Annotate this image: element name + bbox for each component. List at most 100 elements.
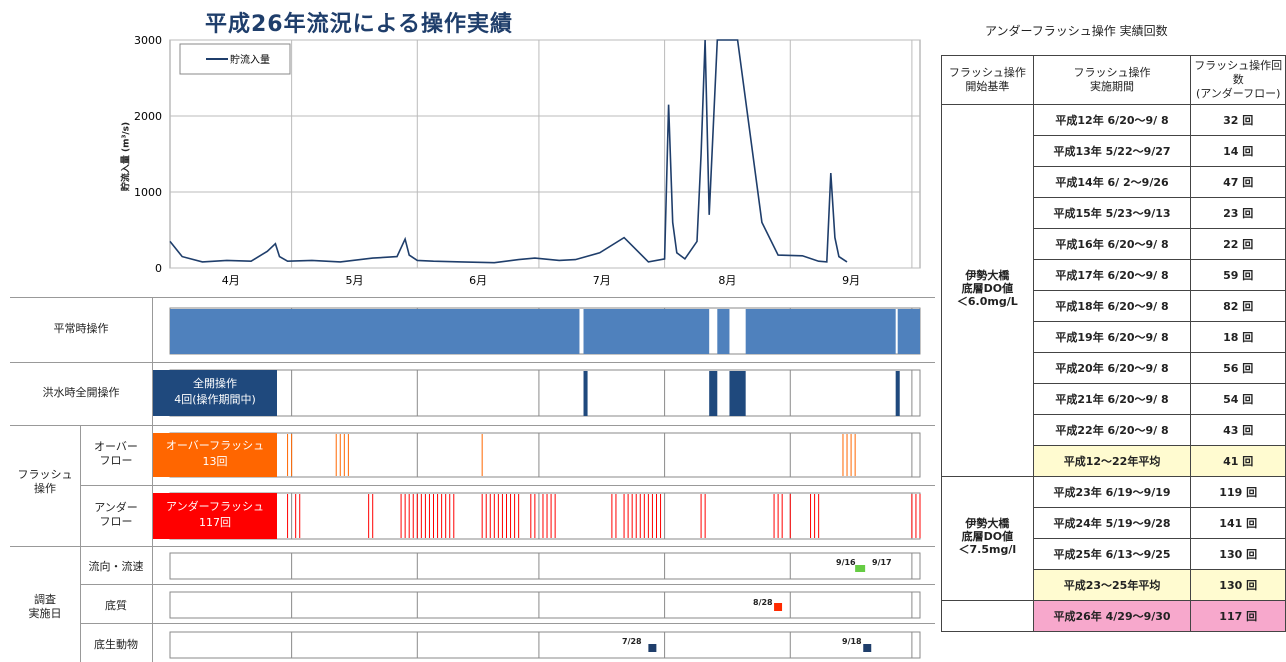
lane-label-sediment: 底質 [105, 599, 127, 612]
period-cell: 平成24年 5/19～9/28 [1032, 507, 1192, 539]
y-tick-label: 0 [155, 262, 162, 275]
table-row: 平成15年 5/23～9/13 23 回 [942, 197, 1286, 229]
survey-date-sediment: 8/28 [753, 598, 773, 607]
period-cell: 平成12～22年平均 [1032, 445, 1192, 477]
normal-op-bar [745, 309, 896, 354]
lane-label-flow: 流向・流速 [88, 560, 144, 573]
table-row: 平成25年 6/13～9/25 130 回 [942, 538, 1286, 570]
flood-op-mark [895, 371, 900, 416]
table-row: 平成22年 6/20～9/ 8 43 回 [942, 414, 1286, 446]
count-cell: 47 回 [1190, 166, 1286, 198]
lane-divider [152, 297, 153, 662]
count-cell: 59 回 [1190, 259, 1286, 291]
survey-marker-benthos-1 [648, 644, 657, 652]
lane-flood [169, 369, 921, 417]
x-tick-label: 4月 [222, 274, 240, 287]
lane-label-normal: 平常時操作 [53, 322, 109, 335]
period-cell: 平成22年 6/20～9/ 8 [1032, 414, 1192, 446]
survey-marker-benthos-2 [863, 644, 872, 652]
survey-date-benthos-1: 7/28 [622, 637, 642, 646]
lane-benthos [169, 631, 921, 659]
period-cell: 平成25年 6/13～9/25 [1032, 538, 1192, 570]
survey-date-flow-2: 9/17 [872, 558, 892, 567]
flood-op-mark [583, 371, 588, 416]
legend-label: 貯流入量 [230, 53, 270, 66]
normal-op-bar [583, 309, 710, 354]
lane-label-flood: 洪水時全開操作 [42, 386, 120, 399]
under-badge: アンダーフラッシュ 117回 [153, 493, 277, 539]
lane-label-under: アンダー フロー [94, 501, 138, 528]
table-row: 平成18年 6/20～9/ 8 82 回 [942, 290, 1286, 322]
x-tick-label: 7月 [593, 274, 611, 287]
table-header: フラッシュ操作回数 (アンダーフロー) [1190, 55, 1286, 105]
count-cell: 22 回 [1190, 228, 1286, 260]
flood-badge-title: 全開操作 [193, 377, 237, 390]
period-cell: 平成20年 6/20～9/ 8 [1032, 352, 1192, 384]
x-axis-ticks: 4月 5月 6月 7月 8月 9月 [222, 274, 860, 287]
table-row: 平成14年 6/ 2～9/26 47 回 [942, 166, 1286, 198]
survey-marker-sediment [774, 603, 783, 611]
y-tick-label: 1000 [134, 186, 162, 199]
table-row-average: 平成12～22年平均 41 回 [942, 445, 1286, 477]
table-header: フラッシュ操作 開始基準 [941, 55, 1034, 105]
y-axis-ticks: 0 1000 2000 3000 [134, 34, 162, 275]
lane-flow [169, 552, 921, 580]
inflow-line [169, 39, 848, 264]
lane-label-benthos: 底生動物 [94, 638, 138, 651]
period-cell: 平成26年 4/29～9/30 [1032, 600, 1192, 632]
table-row: 平成24年 5/19～9/28 141 回 [942, 507, 1286, 539]
lane-divider [80, 485, 935, 486]
table-row-average: 平成23～25年平均 130 回 [942, 569, 1286, 601]
lane-label-survey: 調査 実施日 [28, 593, 62, 620]
lane-over [169, 432, 921, 478]
basis-cell-empty [941, 600, 1034, 632]
table-row: 平成20年 6/20～9/ 8 56 回 [942, 352, 1286, 384]
lane-divider [80, 425, 81, 662]
survey-marker-flow [855, 565, 866, 572]
lane-divider [10, 425, 935, 426]
period-cell: 平成18年 6/20～9/ 8 [1032, 290, 1192, 322]
flood-badge-sub: 4回(操作期間中) [174, 393, 256, 406]
over-badge-sub: 13回 [202, 455, 228, 468]
flood-op-mark [709, 371, 718, 416]
count-cell: 117 回 [1190, 600, 1286, 632]
period-cell: 平成17年 6/20～9/ 8 [1032, 259, 1192, 291]
legend-box [179, 43, 291, 75]
table-row: 平成13年 5/22～9/27 14 回 [942, 135, 1286, 167]
x-tick-label: 9月 [842, 274, 860, 287]
survey-date-benthos-2: 9/18 [842, 637, 862, 646]
under-badge-sub: 117回 [199, 516, 231, 529]
count-cell: 56 回 [1190, 352, 1286, 384]
x-tick-label: 8月 [718, 274, 736, 287]
lane-sediment [169, 591, 921, 619]
lane-label-over: オーバー フロー [94, 440, 138, 467]
table-row: 平成17年 6/20～9/ 8 59 回 [942, 259, 1286, 291]
hydrograph-chart: 0 1000 2000 3000 4月 5月 6月 7月 8月 9月 貯流入量 [134, 34, 921, 287]
table-row: 平成19年 6/20～9/ 8 18 回 [942, 321, 1286, 353]
count-cell: 141 回 [1190, 507, 1286, 539]
under-badge-title: アンダーフラッシュ [166, 500, 264, 513]
page-title: 平成26年流況による操作実績 [205, 12, 513, 37]
table-row-current: 平成26年 4/29～9/30 117 回 [941, 600, 1286, 632]
table-row: 伊勢大橋 底層DO値 ＜6.0mg/L 平成12年 6/20～9/ 8 32 回 [941, 104, 1286, 477]
y-tick-label: 2000 [134, 110, 162, 123]
count-cell: 130 回 [1190, 569, 1286, 601]
normal-op-bar [897, 309, 920, 354]
period-cell: 平成13年 5/22～9/27 [1032, 135, 1192, 167]
period-cell: 平成14年 6/ 2～9/26 [1032, 166, 1192, 198]
period-cell: 平成19年 6/20～9/ 8 [1032, 321, 1192, 353]
count-cell: 54 回 [1190, 383, 1286, 415]
table-row: 伊勢大橋 底層DO値 ＜7.5mg/l 平成23年 6/19～9/19 119 回 [941, 476, 1286, 601]
lane-divider [10, 546, 935, 547]
basis-cell-2: 伊勢大橋 底層DO値 ＜7.5mg/l [941, 476, 1034, 601]
lane-divider [10, 297, 935, 298]
flood-op-mark [729, 371, 746, 416]
basis-cell-1: 伊勢大橋 底層DO値 ＜6.0mg/L [941, 104, 1034, 477]
lane-divider [80, 584, 935, 585]
period-cell: 平成23～25年平均 [1032, 569, 1192, 601]
count-cell: 18 回 [1190, 321, 1286, 353]
x-tick-label: 6月 [469, 274, 487, 287]
table-title: アンダーフラッシュ操作 実績回数 [985, 24, 1168, 38]
count-cell: 41 回 [1190, 445, 1286, 477]
survey-date-flow-1: 9/16 [836, 558, 856, 567]
